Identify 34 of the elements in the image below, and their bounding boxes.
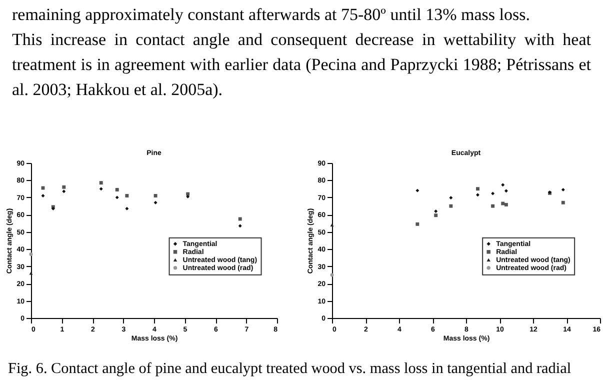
point: [154, 200, 158, 204]
point: [330, 224, 334, 226]
point: [29, 252, 33, 256]
point: [416, 188, 420, 192]
point: [154, 194, 158, 198]
point: [476, 187, 480, 191]
text: This increase in contact angle and consequent decrease in wettability with heat treatment is in agreement with earlier data (Pecina and Paprzycki 1988; Pétrissans et al. 2003; Hakkou et al. 2005a).: [12, 29, 591, 101]
point: [62, 185, 66, 189]
point: [62, 190, 66, 194]
point: [561, 188, 565, 192]
point: [449, 204, 453, 208]
point: [416, 222, 420, 226]
point: [491, 204, 495, 208]
point: [491, 192, 495, 196]
point: [504, 189, 508, 193]
point: [125, 206, 129, 210]
point: [501, 202, 505, 206]
point: [561, 200, 565, 204]
point: [476, 193, 480, 197]
caption: Fig. 6. Contact angle of pine and eucalypt treated wood vs. mass loss in tangential and radial: [8, 359, 572, 379]
point: [41, 194, 45, 198]
point: [501, 183, 505, 187]
point: [434, 214, 438, 218]
point: [504, 202, 508, 206]
point: [434, 209, 438, 213]
point: [99, 181, 103, 185]
point: [238, 217, 242, 221]
point: [99, 187, 103, 191]
point: [330, 273, 334, 277]
point: [115, 196, 119, 200]
point: [125, 194, 129, 198]
point: [449, 196, 453, 200]
text: remaining approximately constant afterwards at 75-80º until 13% mass loss.: [12, 4, 531, 26]
point: [115, 188, 119, 192]
